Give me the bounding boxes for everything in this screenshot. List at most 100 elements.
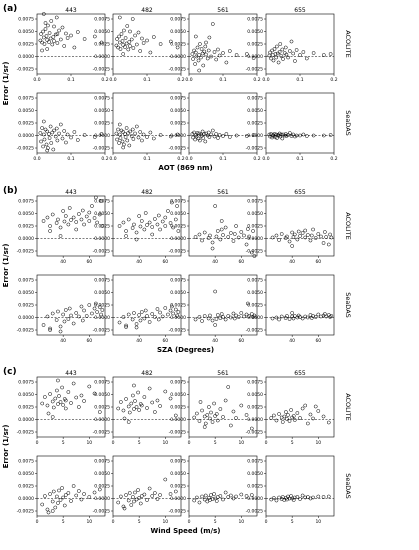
x-tick-label: 40 bbox=[136, 259, 142, 265]
data-point bbox=[56, 402, 60, 406]
data-point bbox=[311, 133, 316, 138]
data-point bbox=[124, 325, 128, 329]
data-point bbox=[319, 314, 323, 319]
data-point bbox=[214, 499, 219, 503]
data-point bbox=[127, 40, 132, 44]
data-point bbox=[217, 53, 222, 58]
data-point bbox=[279, 497, 284, 501]
x-tick-label: 60 bbox=[315, 259, 321, 265]
data-point bbox=[168, 134, 173, 139]
data-point bbox=[122, 28, 126, 33]
data-point bbox=[286, 413, 290, 417]
data-point bbox=[215, 313, 220, 317]
data-point bbox=[200, 408, 204, 413]
data-point bbox=[271, 58, 276, 63]
data-point bbox=[163, 389, 168, 394]
data-point bbox=[63, 406, 68, 411]
data-point bbox=[319, 234, 323, 239]
x-tick-label: 60 bbox=[238, 338, 244, 344]
y-tick-label: 0.0075 bbox=[94, 17, 110, 23]
x-tick-label: 40 bbox=[212, 259, 218, 265]
column-title: 655 bbox=[294, 370, 306, 377]
y-tick-label: 0.0025 bbox=[94, 42, 110, 48]
data-point bbox=[291, 498, 296, 502]
data-point bbox=[215, 495, 220, 499]
x-tick-label: 0.1 bbox=[219, 77, 226, 83]
column-title: 561 bbox=[217, 189, 229, 196]
data-point bbox=[139, 310, 144, 314]
data-point bbox=[69, 401, 73, 405]
y-tick-label: 0.0025 bbox=[94, 405, 110, 411]
data-point bbox=[303, 495, 308, 500]
data-point bbox=[269, 416, 274, 420]
data-point bbox=[198, 138, 202, 143]
data-point bbox=[49, 141, 54, 145]
data-point bbox=[316, 494, 321, 499]
data-point bbox=[295, 495, 300, 499]
data-point bbox=[69, 33, 73, 38]
y-tick-label: 0.0050 bbox=[247, 108, 263, 114]
data-point bbox=[117, 224, 122, 228]
data-point bbox=[210, 128, 215, 133]
data-point bbox=[192, 498, 197, 503]
data-point bbox=[326, 313, 331, 317]
x-tick-label: 0.2 bbox=[253, 156, 260, 162]
data-point bbox=[231, 409, 236, 414]
data-point bbox=[212, 134, 217, 139]
x-tick-label: 40 bbox=[289, 259, 295, 265]
x-tick-label: 5 bbox=[138, 440, 141, 446]
data-point bbox=[41, 219, 46, 223]
data-point bbox=[58, 400, 63, 404]
y-tick-label: 0.0075 bbox=[18, 199, 34, 205]
data-point bbox=[62, 319, 67, 324]
data-point bbox=[295, 237, 300, 242]
data-point bbox=[308, 412, 313, 417]
column-title: 443 bbox=[65, 370, 77, 377]
data-point bbox=[287, 131, 292, 135]
data-point bbox=[129, 503, 134, 507]
data-point bbox=[92, 135, 97, 139]
data-point bbox=[193, 50, 198, 55]
x-tick-label: 0 bbox=[112, 440, 115, 446]
data-point bbox=[139, 403, 144, 408]
data-point bbox=[128, 29, 132, 34]
y-tick-label: 0.0050 bbox=[170, 392, 186, 398]
y-tick-label: 0.0075 bbox=[247, 17, 263, 23]
data-point bbox=[231, 496, 236, 501]
data-point bbox=[219, 227, 224, 232]
column-title: 482 bbox=[141, 7, 153, 14]
data-point bbox=[87, 495, 92, 499]
data-point bbox=[221, 134, 225, 138]
data-point bbox=[200, 51, 205, 56]
data-point bbox=[193, 34, 198, 39]
data-point bbox=[114, 43, 119, 48]
data-point bbox=[126, 47, 131, 52]
data-point bbox=[40, 40, 44, 45]
data-point bbox=[209, 410, 213, 415]
data-point bbox=[130, 226, 135, 230]
data-point bbox=[279, 132, 284, 137]
data-point bbox=[47, 136, 52, 140]
data-point bbox=[50, 130, 55, 135]
data-point bbox=[326, 494, 331, 499]
data-point bbox=[50, 399, 55, 404]
data-point bbox=[292, 232, 297, 237]
x-axis-label: Wind Speed (m/s) bbox=[151, 527, 221, 535]
data-point bbox=[274, 418, 279, 423]
data-point bbox=[124, 493, 128, 497]
data-point bbox=[53, 505, 58, 510]
y-tick-label: -0.0025 bbox=[169, 328, 187, 334]
y-tick-label: 0.0075 bbox=[18, 380, 34, 386]
data-point bbox=[55, 41, 60, 45]
data-point bbox=[268, 50, 272, 55]
data-point bbox=[166, 209, 170, 213]
data-point bbox=[92, 216, 97, 220]
data-point bbox=[285, 234, 289, 239]
data-point bbox=[287, 49, 292, 53]
data-point bbox=[239, 311, 244, 315]
data-point bbox=[61, 209, 66, 213]
plot-frame bbox=[265, 274, 335, 336]
data-point bbox=[142, 492, 147, 497]
data-point bbox=[227, 49, 232, 53]
